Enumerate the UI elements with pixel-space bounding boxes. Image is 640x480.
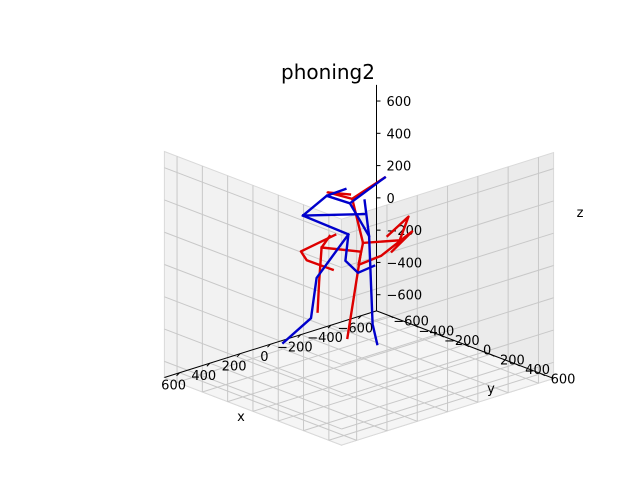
grid-line-z-back (341, 297, 554, 365)
grid-line-z-left (164, 296, 342, 365)
series-0-limb (357, 230, 414, 267)
y-tick-label: 600 (551, 373, 576, 388)
series-0-limb (299, 233, 337, 272)
y-tick-label: 200 (500, 353, 525, 368)
grid-line-y-floor (176, 315, 390, 383)
y-tick-mark (540, 373, 546, 377)
axes (164, 84, 554, 379)
x-tick-mark (206, 362, 211, 367)
x-tick-mark (176, 372, 180, 377)
z-tick-label: −400 (387, 256, 423, 271)
x-tick-label: −400 (307, 331, 343, 346)
grid-line-z-left (164, 360, 342, 430)
z-tick-label: 200 (387, 160, 412, 175)
x-tick-label: −600 (337, 322, 373, 337)
x-axis-label: x (237, 410, 245, 425)
grid-line-y-floor (227, 334, 440, 403)
grid-line-z-left (164, 264, 342, 333)
x-tick-mark (357, 315, 362, 319)
x-tick-mark (297, 334, 302, 339)
y-tick-label: −600 (393, 315, 429, 330)
grid-line-z-back (341, 361, 554, 430)
y-tick-label: −400 (419, 324, 455, 339)
x-tick-mark (327, 324, 332, 329)
series-1-limb (363, 199, 371, 238)
data-series (281, 175, 414, 346)
x-tick-label: −200 (277, 341, 313, 356)
y-tick-label: 0 (483, 344, 491, 359)
x-tick-label: 0 (260, 350, 268, 365)
y-tick-mark (490, 353, 495, 357)
x-axis-line (164, 310, 377, 378)
z-axis-label: z (577, 206, 584, 221)
y-tick-label: 400 (525, 363, 550, 378)
x-tick-mark (236, 353, 241, 358)
y-axis-label: y (487, 382, 495, 397)
x-tick-label: 200 (222, 360, 247, 375)
y-tick-mark (388, 315, 394, 319)
grid-lines (164, 156, 554, 441)
grid-line-z-left (164, 328, 342, 398)
grid-line-z-left (164, 199, 342, 269)
grid-line-z-back (341, 265, 554, 333)
chart-title: phoning2 (281, 60, 375, 84)
y-tick-mark (414, 324, 419, 328)
series-1-limb (281, 232, 351, 345)
y-tick-mark (439, 334, 444, 338)
y-tick-label: −200 (444, 334, 480, 349)
y-tick-mark (515, 363, 520, 367)
grid-line-y-floor (278, 353, 491, 422)
z-tick-label: 600 (387, 95, 412, 110)
grid-line-y-floor (252, 344, 466, 412)
y-tick-mark (464, 344, 470, 348)
grid-line-z-back (341, 329, 554, 398)
series-0-limb (361, 215, 410, 245)
series-1 (281, 175, 387, 346)
grid-line-z-left (164, 231, 342, 301)
z-tick-label: 0 (387, 192, 395, 207)
tick-labels: −600−400−2000200400600−600−400−200020040… (161, 95, 575, 394)
grid-line-y-floor (328, 373, 542, 441)
grid-line-z-left (164, 167, 342, 236)
x-tick-label: 600 (161, 379, 186, 394)
series-1-limb (301, 214, 376, 274)
x-tick-label: 400 (191, 369, 216, 384)
z-tick-label: −600 (387, 289, 423, 304)
series-0-limb (326, 191, 354, 201)
z-tick-label: 400 (387, 127, 412, 142)
grid-line-y-floor (202, 324, 415, 393)
grid-line-y-floor (303, 363, 516, 432)
x-tick-mark (267, 343, 271, 348)
